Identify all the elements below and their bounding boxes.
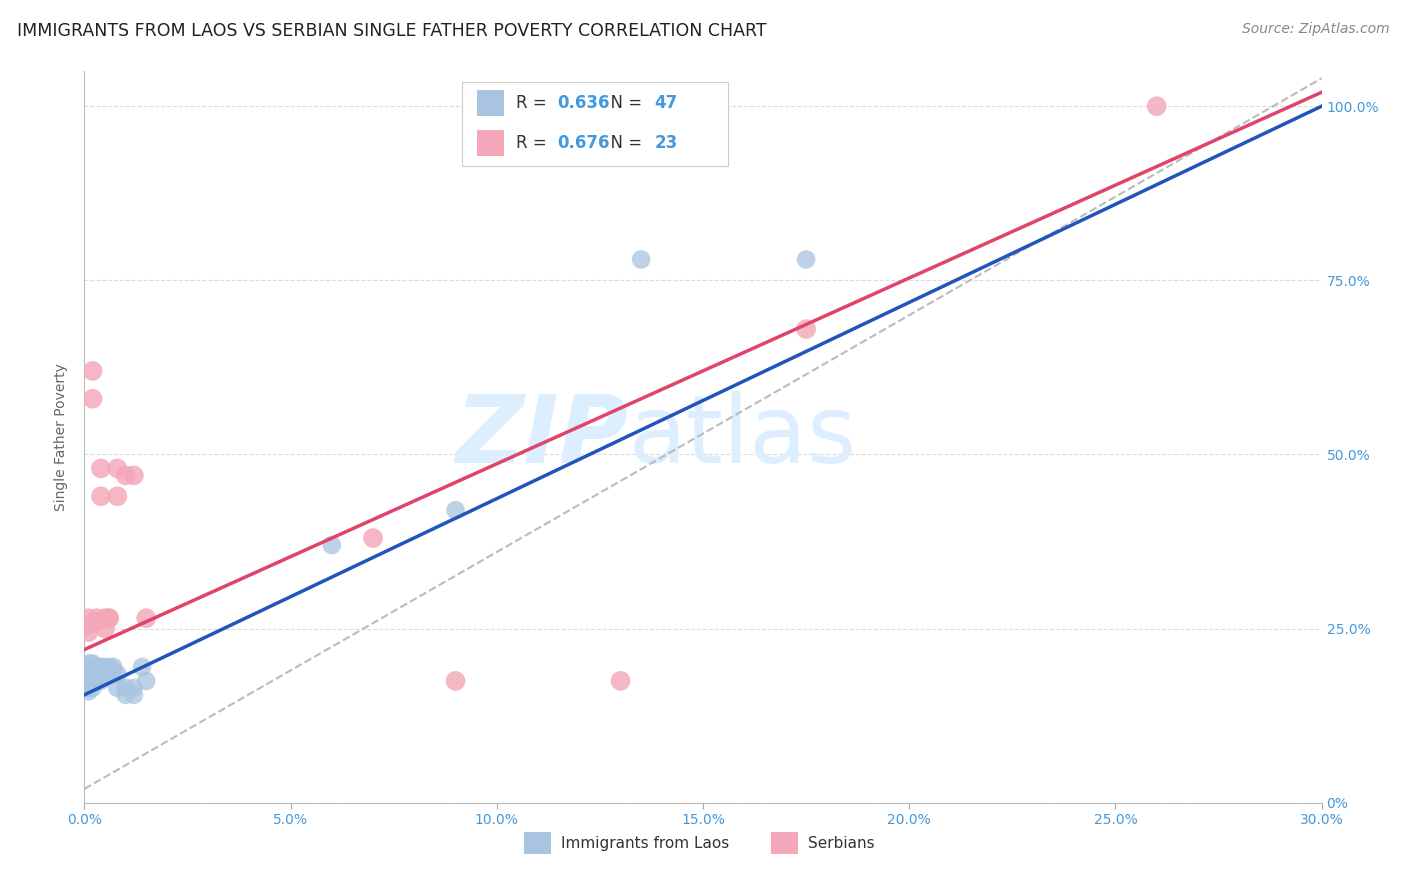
Point (90, 660, 112, 674)
Point (444, 673, 467, 688)
Point (86, 664, 108, 678)
Text: 47: 47 (655, 94, 678, 112)
Point (77, 611, 100, 625)
Point (361, 531, 384, 545)
Point (122, 468, 145, 483)
Point (94, 622, 117, 636)
Text: R =: R = (516, 94, 553, 112)
Point (77, 670, 100, 684)
Point (135, 611, 157, 625)
Point (77, 684, 100, 698)
Point (131, 660, 153, 674)
Point (86, 660, 108, 674)
Point (122, 688, 145, 702)
Point (114, 468, 136, 483)
Point (90, 461, 112, 475)
Point (1146, 99, 1168, 113)
Text: R =: R = (516, 134, 553, 152)
Point (105, 667, 128, 681)
Point (444, 503, 467, 517)
Point (77, 681, 100, 695)
Point (82, 364, 104, 378)
Point (98, 664, 121, 678)
Point (103, 664, 125, 678)
Point (82, 677, 104, 691)
Point (105, 489, 128, 503)
Text: 23: 23 (655, 134, 678, 152)
Point (82, 673, 104, 688)
Point (79, 673, 101, 688)
Point (77, 625, 100, 640)
Point (90, 664, 112, 678)
Point (82, 664, 104, 678)
Point (98, 611, 121, 625)
Point (82, 657, 104, 671)
Point (94, 667, 117, 681)
Text: ZIP: ZIP (456, 391, 628, 483)
Text: 0.676: 0.676 (557, 134, 609, 152)
Point (86, 660, 108, 674)
FancyBboxPatch shape (770, 832, 799, 854)
Y-axis label: Single Father Poverty: Single Father Poverty (55, 363, 69, 511)
Point (86, 611, 108, 625)
Point (105, 681, 128, 695)
Text: atlas: atlas (628, 391, 858, 483)
Point (86, 615, 108, 629)
Point (794, 322, 817, 336)
Point (98, 611, 121, 625)
Point (82, 392, 104, 406)
Point (77, 618, 100, 632)
Point (79, 664, 101, 678)
Point (86, 670, 108, 684)
Text: N =: N = (600, 134, 648, 152)
Point (86, 667, 108, 681)
Text: Immigrants from Laos: Immigrants from Laos (561, 836, 728, 851)
Point (122, 681, 145, 695)
Point (90, 670, 112, 684)
Point (103, 660, 125, 674)
Point (105, 461, 128, 475)
Point (794, 252, 817, 267)
Point (75, 660, 97, 674)
Point (135, 673, 157, 688)
Point (90, 489, 112, 503)
Point (98, 660, 121, 674)
Point (90, 664, 112, 678)
Point (609, 673, 631, 688)
Point (94, 611, 117, 625)
Point (82, 681, 104, 695)
Text: N =: N = (600, 94, 648, 112)
Point (114, 688, 136, 702)
FancyBboxPatch shape (477, 130, 503, 156)
Point (114, 681, 136, 695)
Text: IMMIGRANTS FROM LAOS VS SERBIAN SINGLE FATHER POVERTY CORRELATION CHART: IMMIGRANTS FROM LAOS VS SERBIAN SINGLE F… (17, 22, 766, 40)
Point (321, 538, 343, 552)
Point (90, 667, 112, 681)
FancyBboxPatch shape (461, 82, 728, 167)
Text: 0.636: 0.636 (557, 94, 609, 112)
Point (82, 667, 104, 681)
Point (77, 673, 100, 688)
Point (94, 664, 117, 678)
Point (630, 252, 652, 267)
Text: Source: ZipAtlas.com: Source: ZipAtlas.com (1241, 22, 1389, 37)
Point (86, 673, 108, 688)
Point (77, 660, 100, 674)
Point (94, 660, 117, 674)
FancyBboxPatch shape (477, 90, 503, 116)
Point (90, 673, 112, 688)
FancyBboxPatch shape (523, 832, 551, 854)
Text: Serbians: Serbians (808, 836, 875, 851)
Point (98, 667, 121, 681)
Point (77, 657, 100, 671)
